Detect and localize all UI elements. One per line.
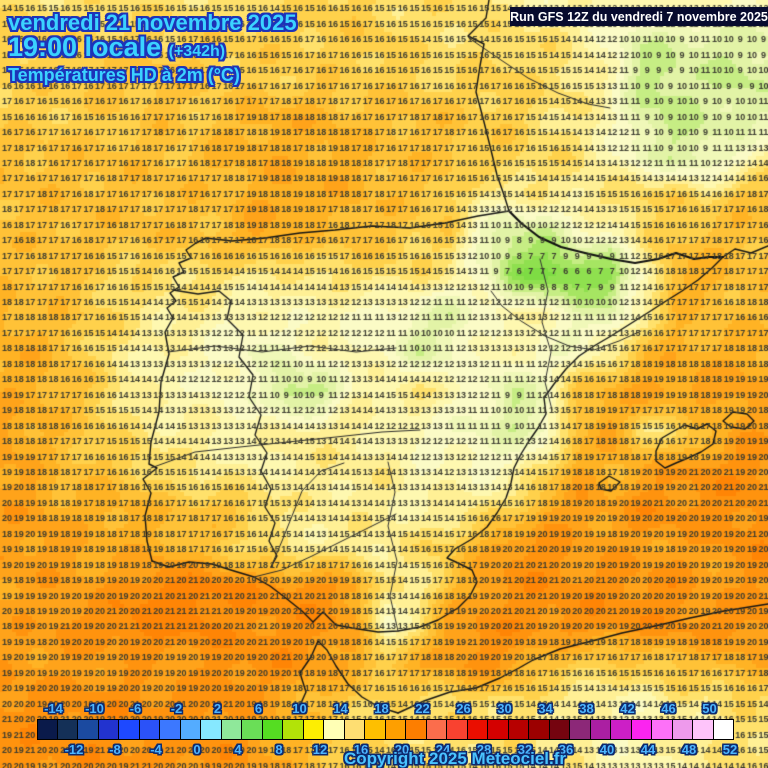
scale-cell xyxy=(37,719,58,740)
time-label: 19:00 locale (+342h) xyxy=(8,34,225,61)
scale-label: -12 xyxy=(64,742,84,757)
scale-cell xyxy=(283,719,304,740)
scale-label: 44 xyxy=(640,742,656,757)
scale-cell xyxy=(488,719,509,740)
scale-label: 32 xyxy=(517,742,533,757)
scale-label: 8 xyxy=(275,742,283,757)
scale-label: 34 xyxy=(538,701,553,716)
scale-cell xyxy=(180,719,201,740)
forecast-offset-label: (+342h) xyxy=(168,43,226,60)
scale-label: 50 xyxy=(702,701,717,716)
scale-label: 10 xyxy=(292,701,307,716)
scale-cell xyxy=(426,719,447,740)
scale-label: 12 xyxy=(312,742,328,757)
scale-cell xyxy=(406,719,427,740)
scale-cell xyxy=(98,719,119,740)
scale-cell xyxy=(467,719,488,740)
scale-label: 22 xyxy=(415,701,430,716)
scale-label: 48 xyxy=(681,742,697,757)
time-value: 19:00 locale xyxy=(8,32,162,62)
scale-label: 30 xyxy=(497,701,512,716)
scale-label: -10 xyxy=(85,701,104,716)
scale-label: 24 xyxy=(435,742,451,757)
scale-cell xyxy=(57,719,78,740)
scale-label: 0 xyxy=(193,742,201,757)
scale-cell xyxy=(652,719,673,740)
scale-cell xyxy=(385,719,406,740)
scale-label: 38 xyxy=(579,701,594,716)
scale-label: -14 xyxy=(44,701,63,716)
scale-label: 40 xyxy=(599,742,615,757)
scale-cell xyxy=(590,719,611,740)
scale-cell xyxy=(693,719,714,740)
scale-label: -2 xyxy=(170,701,183,716)
scale-cell xyxy=(303,719,324,740)
scale-label: 6 xyxy=(254,701,263,716)
scale-label: 46 xyxy=(661,701,676,716)
scale-label: 28 xyxy=(476,742,492,757)
run-info-bar: Run GFS 12Z du vendredi 7 novembre 2025 xyxy=(510,7,768,26)
scale-cell xyxy=(78,719,99,740)
scale-label: -6 xyxy=(129,701,142,716)
scale-cell xyxy=(262,719,283,740)
scale-label: 18 xyxy=(374,701,389,716)
copyright-label: Copyright 2025 Meteociel.fr xyxy=(344,749,567,768)
scale-cell xyxy=(344,719,365,740)
temperature-scale-bar xyxy=(37,719,734,740)
scale-cell xyxy=(713,719,734,740)
scale-label: 16 xyxy=(353,742,369,757)
scale-label: -4 xyxy=(150,742,162,757)
scale-cell xyxy=(611,719,632,740)
scale-cell xyxy=(119,719,140,740)
scale-cell xyxy=(529,719,550,740)
scale-label: 52 xyxy=(722,742,738,757)
scale-label: 4 xyxy=(234,742,242,757)
scale-label: 2 xyxy=(213,701,222,716)
scale-cell xyxy=(631,719,652,740)
scale-cell xyxy=(570,719,591,740)
scale-label: -8 xyxy=(109,742,121,757)
scale-cell xyxy=(221,719,242,740)
scale-label: 26 xyxy=(456,701,471,716)
scale-cell xyxy=(672,719,693,740)
scale-cell xyxy=(365,719,386,740)
scale-cell xyxy=(549,719,570,740)
product-label: Températures HD à 2m (°C) xyxy=(8,65,240,85)
scale-label: 14 xyxy=(333,701,348,716)
scale-cell xyxy=(447,719,468,740)
scale-cell xyxy=(508,719,529,740)
scale-cell xyxy=(242,719,263,740)
scale-cell xyxy=(324,719,345,740)
scale-label: 20 xyxy=(394,742,410,757)
date-label: vendredi 21 novembre 2025 xyxy=(8,10,297,35)
scale-label: 36 xyxy=(558,742,574,757)
scale-cell xyxy=(201,719,222,740)
scale-label: 42 xyxy=(620,701,635,716)
scale-cell xyxy=(160,719,181,740)
scale-cell xyxy=(139,719,160,740)
